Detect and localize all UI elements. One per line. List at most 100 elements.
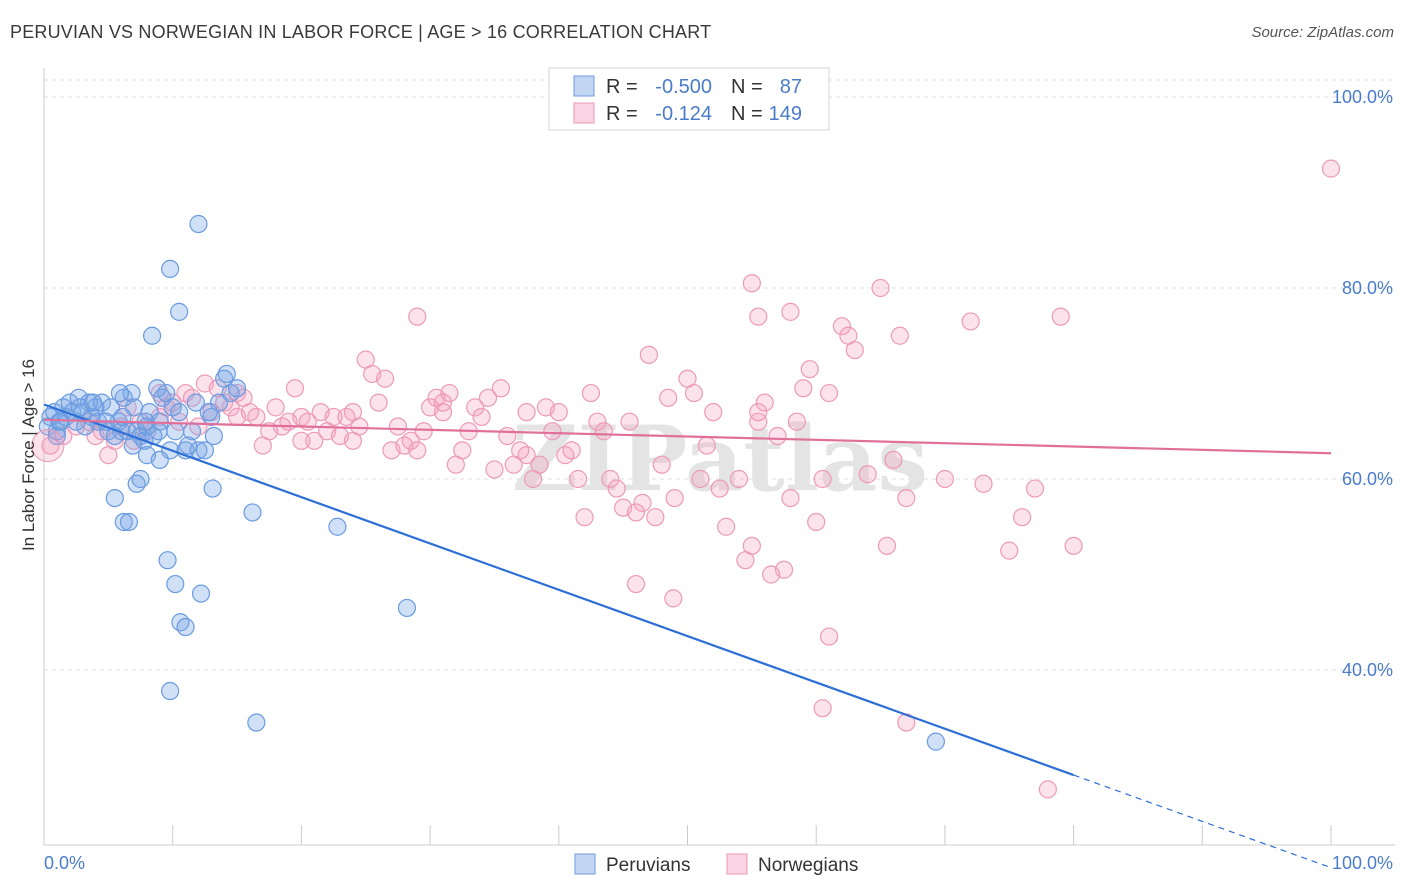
peruvians-point bbox=[110, 383, 130, 403]
norwegians-point bbox=[562, 441, 581, 460]
norwegians-point bbox=[369, 393, 388, 412]
norwegians-point bbox=[659, 388, 678, 407]
norwegians-point bbox=[819, 383, 839, 403]
norwegians-point bbox=[433, 393, 453, 412]
norwegians-point bbox=[260, 422, 279, 441]
norwegians-point bbox=[807, 512, 826, 532]
legend-n-value: 87 bbox=[780, 76, 802, 98]
bottom-legend-label: Peruvians bbox=[606, 855, 691, 876]
norwegians-point bbox=[749, 307, 768, 326]
norwegians-point bbox=[884, 450, 903, 469]
bottom-legend-swatch bbox=[726, 853, 748, 875]
norwegians-point bbox=[684, 383, 704, 403]
norwegians-point bbox=[768, 426, 787, 446]
watermark: ZIPatlas bbox=[512, 406, 928, 512]
norwegians-point bbox=[1064, 536, 1083, 555]
norwegians-point bbox=[620, 412, 639, 431]
norwegians-point bbox=[607, 479, 626, 498]
norwegians-point bbox=[575, 508, 594, 527]
peruvians-point bbox=[150, 450, 169, 469]
norwegians-point bbox=[1321, 159, 1341, 178]
norwegians-point bbox=[401, 431, 420, 450]
norwegians-point bbox=[646, 508, 665, 527]
norwegians-point bbox=[498, 426, 517, 446]
norwegians-point bbox=[530, 455, 549, 474]
peruvians-point bbox=[204, 426, 223, 446]
norwegians-point bbox=[890, 326, 909, 345]
norwegians-point bbox=[433, 403, 453, 422]
norwegians-point bbox=[227, 383, 247, 403]
legend-n-value: 149 bbox=[769, 103, 802, 125]
peruvians-point bbox=[189, 214, 208, 234]
norwegians-point bbox=[639, 345, 658, 364]
norwegians-point bbox=[800, 360, 819, 379]
y-tick-label: 60.0% bbox=[1342, 469, 1393, 489]
norwegians-point bbox=[704, 403, 723, 422]
peruvians-point bbox=[143, 326, 162, 345]
norwegians-point bbox=[150, 383, 169, 403]
norwegians-point bbox=[819, 627, 839, 646]
norwegians-point bbox=[375, 369, 395, 388]
norwegians-point bbox=[163, 393, 182, 412]
peruvians-point bbox=[149, 422, 168, 441]
norwegians-point bbox=[594, 422, 613, 441]
norwegians-point bbox=[517, 403, 536, 422]
norwegians-point bbox=[729, 469, 749, 489]
peruvians-point bbox=[51, 412, 70, 431]
bottom-legend-swatch bbox=[574, 853, 596, 875]
y-tick-label: 80.0% bbox=[1342, 278, 1393, 298]
norwegians-point bbox=[549, 403, 568, 422]
chart-source: Source: ZipAtlas.com bbox=[1251, 24, 1394, 41]
legend-r-value: -0.124 bbox=[655, 103, 712, 125]
norwegians-point bbox=[749, 412, 768, 431]
norwegians-point bbox=[652, 455, 671, 474]
norwegians-point bbox=[774, 560, 794, 579]
norwegians-point bbox=[813, 699, 832, 718]
peruvians-point bbox=[247, 713, 266, 732]
y-tick-label: 100.0% bbox=[1332, 87, 1393, 107]
peruvians-trend-line bbox=[43, 403, 1074, 777]
norwegians-point bbox=[1051, 307, 1070, 326]
legend-n-label: N = bbox=[731, 103, 763, 125]
axes bbox=[43, 68, 1395, 846]
norwegians-point bbox=[588, 412, 607, 431]
norwegians-point bbox=[664, 589, 683, 608]
peruvians-point bbox=[166, 574, 185, 594]
norwegians-point bbox=[813, 469, 832, 489]
norwegians-point bbox=[305, 431, 324, 450]
norwegians-point bbox=[440, 383, 459, 403]
norwegians-point bbox=[633, 493, 652, 512]
trend-lines bbox=[43, 403, 1332, 869]
peruvians-point bbox=[161, 259, 180, 278]
peruvians-point bbox=[243, 503, 262, 522]
peruvians-point bbox=[148, 379, 167, 398]
norwegians-point bbox=[871, 278, 890, 298]
norwegians-point bbox=[626, 574, 646, 594]
peruvians-point bbox=[191, 584, 211, 603]
y-tick-label: 40.0% bbox=[1342, 660, 1393, 680]
norwegians-point bbox=[787, 412, 806, 431]
peruvians-point bbox=[166, 422, 185, 441]
norwegians-point bbox=[697, 436, 716, 455]
peruvians-point bbox=[195, 441, 214, 460]
norwegians-point bbox=[935, 469, 955, 489]
norwegians-point bbox=[453, 441, 472, 460]
peruvians-point bbox=[170, 302, 189, 321]
norwegians-point bbox=[408, 441, 427, 460]
norwegians-point bbox=[845, 340, 864, 360]
scatter-points bbox=[31, 159, 1341, 799]
norwegians-point bbox=[877, 536, 897, 555]
legend: R = -0.500 N = 87 R = -0.124 N = 149 bbox=[548, 67, 830, 131]
norwegians-point bbox=[266, 398, 285, 417]
peruvians-point bbox=[161, 681, 180, 701]
norwegians-point bbox=[485, 460, 504, 479]
bottom-legend: Peruvians Norwegians bbox=[574, 853, 858, 876]
y-axis-label: In Labor Force | Age > 16 bbox=[19, 359, 38, 551]
peruvians-point bbox=[186, 393, 205, 412]
legend-swatch bbox=[573, 102, 595, 124]
norwegians-point bbox=[665, 489, 684, 508]
norwegians-point bbox=[626, 503, 646, 522]
peruvians-point bbox=[83, 393, 103, 412]
norwegians-point bbox=[749, 403, 768, 422]
